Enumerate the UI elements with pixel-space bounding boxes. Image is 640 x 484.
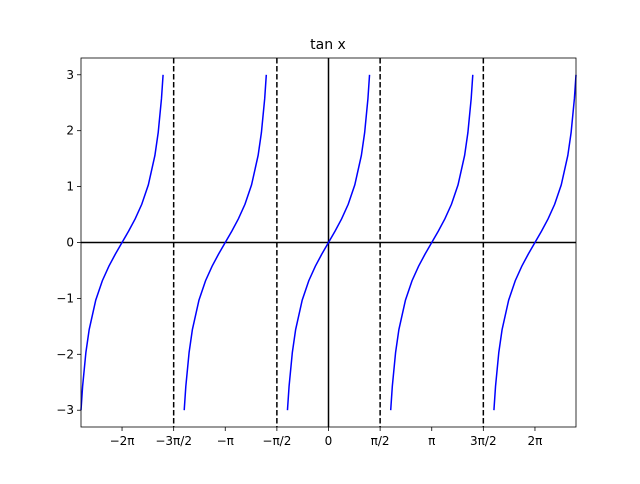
x-tick-label: 3π/2 xyxy=(470,434,497,448)
x-tick-label: −π/2 xyxy=(262,434,291,448)
plot-frame xyxy=(80,57,577,428)
x-tick-label: −3π/2 xyxy=(155,434,192,448)
x-tick-label: 2π xyxy=(528,434,543,448)
y-tick-label: 2 xyxy=(66,124,74,138)
y-tick-label: 0 xyxy=(66,236,74,250)
curve xyxy=(80,74,577,411)
x-tick-label: π xyxy=(428,434,435,448)
chart-title: tan x xyxy=(310,37,346,53)
x-tick-label: −2π xyxy=(110,434,135,448)
y-tick-label: −1 xyxy=(56,291,74,305)
y-tick-label: −3 xyxy=(56,403,74,417)
x-tick-label: −π xyxy=(217,434,234,448)
y-tick-label: −2 xyxy=(56,347,74,361)
y-tick-label: 1 xyxy=(66,180,74,194)
x-tick-label: π/2 xyxy=(371,434,390,448)
y-tick-label: 3 xyxy=(66,68,74,82)
x-tick-label: 0 xyxy=(325,434,333,448)
